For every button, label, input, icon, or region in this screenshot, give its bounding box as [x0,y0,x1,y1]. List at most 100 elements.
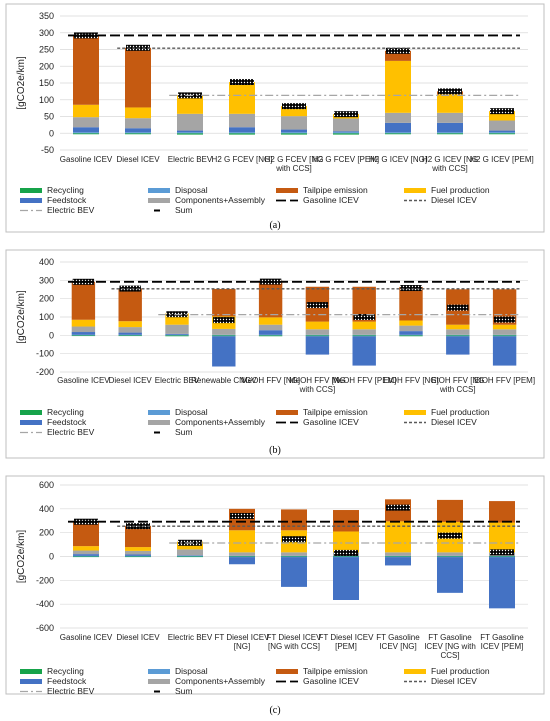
y-tick-label: -600 [36,623,54,633]
x-category-label: H2 G FCEV [NG with CCS] [265,155,324,173]
y-tick-label: 300 [39,275,54,285]
sum-marker [334,111,358,118]
bar-segment-fuel-production [333,531,359,553]
y-tick-label: -400 [36,599,54,609]
bar-segment-feedstock [177,130,203,133]
bar-segment-recycling [385,556,411,558]
x-category-label: Electric BEV [168,155,213,164]
bar-segment-fuel-production [281,106,307,117]
bar-segment-disposal [385,132,411,134]
bar-segment-recycling [73,133,99,135]
x-category-label: Diesel ICEV [116,633,160,642]
legend-label: Tailpipe emission [303,185,368,195]
bar-segment-recycling [125,556,151,558]
y-tick-label: 50 [44,112,54,122]
bar-segment-disposal [492,334,517,336]
x-category-label: Electric BEV [168,633,213,642]
y-tick-label: 200 [39,61,54,71]
bar-segment-feedstock [489,130,515,133]
legend-item-tailpipe: Tailpipe emission [276,666,368,676]
y-tick-label: 100 [39,95,54,105]
legend-swatch [404,669,426,674]
bar-segment-recycling [165,335,189,337]
bar-segment-recycling [281,556,307,558]
legend-swatch [276,410,298,415]
bar-segment-feedstock [125,128,151,133]
legend-item-feedstock: Feedstock [20,417,87,427]
legend-item-disposal: Disposal [148,185,208,195]
legend-label: Sum [175,205,192,215]
x-category-label: H2 G FCEV [NG] [212,155,273,164]
legend-label: Recycling [47,407,84,417]
bar-segment-components-assembly [71,326,96,333]
legend-label: Disposal [175,407,208,417]
bar-segment-recycling [352,335,376,337]
bar-segment-components-assembly [489,120,515,131]
bar-segment-feedstock [258,330,283,335]
bar-segment-feedstock [333,557,359,600]
legend-swatch [20,188,42,193]
bar-segment-feedstock [71,332,96,335]
y-tick-label: 300 [39,28,54,38]
sum-marker [490,108,514,115]
bar-segment-recycling [73,556,99,558]
bar-segment-feedstock [385,122,411,133]
legend-label: Gasoline ICEV [303,417,359,427]
x-category-label: FT Diesel ICEV [NG with CCS] [267,633,323,651]
bar-segment-tailpipe-emission [399,286,423,321]
bar-segment-fuel-production [71,319,96,327]
bar-segment-components-assembly [118,327,142,333]
legend-item-diesel: Diesel ICEV [404,676,477,686]
bar-segment-components-assembly [229,552,255,556]
bar-segment-components-assembly [281,552,307,556]
y-tick-label: -50 [41,145,54,155]
legend-item-diesel: Diesel ICEV [404,195,477,205]
bar-segment-recycling [258,335,283,337]
bar-segment-tailpipe-emission [352,286,376,322]
sum-marker [447,304,469,311]
x-category-label: Diesel ICEV [109,376,153,385]
bar-segment-feedstock [446,336,470,355]
bar-segment-components-assembly [352,329,376,335]
bar-segment-recycling [489,133,515,135]
y-tick-label: 150 [39,78,54,88]
legend-label: Recycling [47,185,84,195]
legend-item-bev: Electric BEV [20,427,95,437]
legend-item-tailpipe: Tailpipe emission [276,185,368,195]
bar-segment-recycling [492,335,517,337]
bar-segment-tailpipe-emission [437,499,463,522]
bar-segment-recycling [177,556,203,558]
bar-segment-tailpipe-emission [125,47,151,108]
sum-marker [306,302,329,309]
panel-caption: (c) [269,705,280,716]
sum-marker [334,549,358,556]
bar-segment-recycling [229,556,255,558]
bar-segment-components-assembly [281,116,307,130]
bar-segment-recycling [125,133,151,135]
x-category-label: Gasoline ICEV [57,376,110,385]
legend-item-bev: Electric BEV [20,686,95,696]
bar-segment-fuel-production [73,546,99,551]
legend-label: Feedstock [47,417,87,427]
x-category-label: MeOH FFV [NG with CCS] [289,376,346,394]
legend-swatch [20,410,42,415]
bar-segment-tailpipe-emission [125,525,151,548]
bar-segment-feedstock [305,336,330,355]
legend-label: Electric BEV [47,427,95,437]
y-tick-label: -100 [36,349,54,359]
bar-segment-fuel-production [118,321,142,328]
legend-item-recycling: Recycling [20,407,84,417]
legend-label: Gasoline ICEV [303,195,359,205]
sum-marker [230,78,254,85]
bar-segment-feedstock [118,332,142,335]
x-category-label: EtOH FFV [NG] [383,376,439,385]
bar-segment-fuel-production [177,95,203,114]
y-tick-label: 250 [39,45,54,55]
sum-marker [119,285,141,292]
legend-label: Feedstock [47,195,87,205]
legend-label: Tailpipe emission [303,407,368,417]
bar-segment-tailpipe-emission [118,288,142,322]
bar-segment-tailpipe-emission [281,509,307,531]
sum-marker [386,504,410,511]
legend-swatch [148,198,170,203]
